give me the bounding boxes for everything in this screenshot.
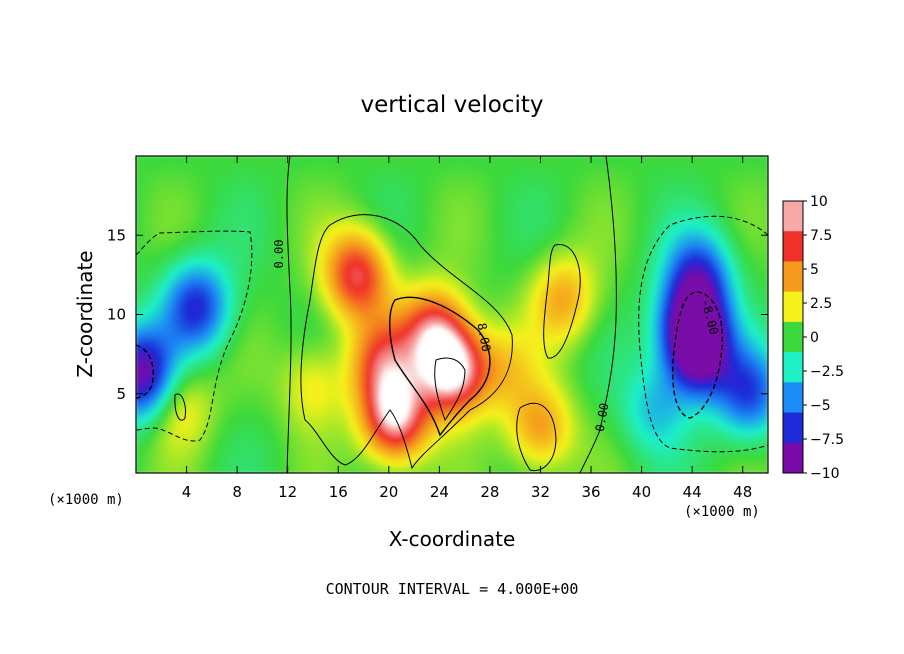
x-axis: 4 8 12 16 20 24 28 32 36 40 44 48 — [182, 156, 752, 501]
colorbar-label: −5 — [810, 398, 831, 414]
minus-eight-contour — [671, 291, 723, 419]
positive-contour-4 — [174, 393, 186, 421]
positive-contour-main — [300, 214, 513, 470]
x-tick-label: 48 — [733, 483, 752, 501]
colorbar: 10 7.5 5 2.5 0 −2.5 −5 −7.5 −10 — [782, 194, 844, 482]
positive-contour-32-low — [516, 402, 557, 472]
x-axis-label: X-coordinate — [389, 527, 516, 551]
zero-contour-right — [579, 156, 617, 473]
x-unit-right: (×1000 m) — [684, 504, 760, 520]
y-tick-label: 5 — [116, 385, 126, 403]
x-tick-label: 24 — [430, 483, 449, 501]
x-tick-label: 12 — [278, 483, 297, 501]
colorbar-swatch — [783, 352, 803, 383]
contour-interval-note: CONTOUR INTERVAL = 4.000E+00 — [326, 580, 579, 598]
x-tick-label: 4 — [182, 483, 192, 501]
colorbar-swatch — [783, 321, 803, 353]
y-tick-label: 15 — [107, 226, 126, 244]
colorbar-swatch — [783, 442, 803, 474]
x-tick-label: 16 — [329, 483, 348, 501]
positive-contour-33 — [543, 244, 581, 359]
contour-label-zero-left: 0.00 — [272, 240, 286, 269]
colorbar-swatch — [783, 382, 803, 414]
x-tick-label: 36 — [581, 483, 600, 501]
colorbar-swatch — [783, 261, 803, 293]
colorbar-swatch — [783, 201, 803, 232]
y-axis-label: Z-coordinate — [73, 250, 97, 377]
colorbar-label: 7.5 — [810, 228, 832, 244]
negative-contour-left — [136, 230, 253, 442]
colorbar-label: 2.5 — [810, 296, 832, 312]
contour-lines — [136, 156, 768, 473]
colorbar-swatch — [783, 291, 803, 323]
high-contour-inner — [434, 357, 466, 422]
colorbar-label: −2.5 — [810, 364, 844, 380]
x-unit-left: (×1000 m) — [48, 492, 124, 508]
chart-title: vertical velocity — [361, 92, 544, 118]
zero-contour-left — [286, 156, 292, 473]
negative-contour-right — [638, 215, 768, 453]
contour-label-zero-right: 0.00 — [593, 402, 612, 433]
colorbar-swatch — [783, 412, 803, 444]
y-axis: 5 10 15 — [107, 226, 768, 403]
minus-eight-contour-left — [136, 344, 154, 399]
contour-label-eight: 8.00 — [475, 322, 494, 353]
plot-area: 0.00 8.00 0.00 -8.00 4 8 12 16 20 24 28 32 36 40 4… — [107, 155, 769, 501]
colorbar-label: −10 — [810, 466, 840, 482]
y-tick-label: 10 — [107, 306, 126, 324]
x-tick-label: 40 — [632, 483, 651, 501]
colorbar-label: 0 — [810, 330, 819, 346]
colorbar-label: 10 — [810, 194, 828, 210]
x-tick-label: 44 — [683, 483, 702, 501]
colorbar-swatch — [783, 231, 803, 262]
colorbar-label: 5 — [810, 262, 819, 278]
colorbar-label: −7.5 — [810, 432, 844, 448]
heatmap-field — [136, 156, 768, 473]
x-tick-label: 28 — [480, 483, 499, 501]
x-tick-label: 32 — [531, 483, 550, 501]
x-tick-label: 8 — [232, 483, 242, 501]
x-tick-label: 20 — [379, 483, 398, 501]
eight-contour — [389, 296, 491, 437]
